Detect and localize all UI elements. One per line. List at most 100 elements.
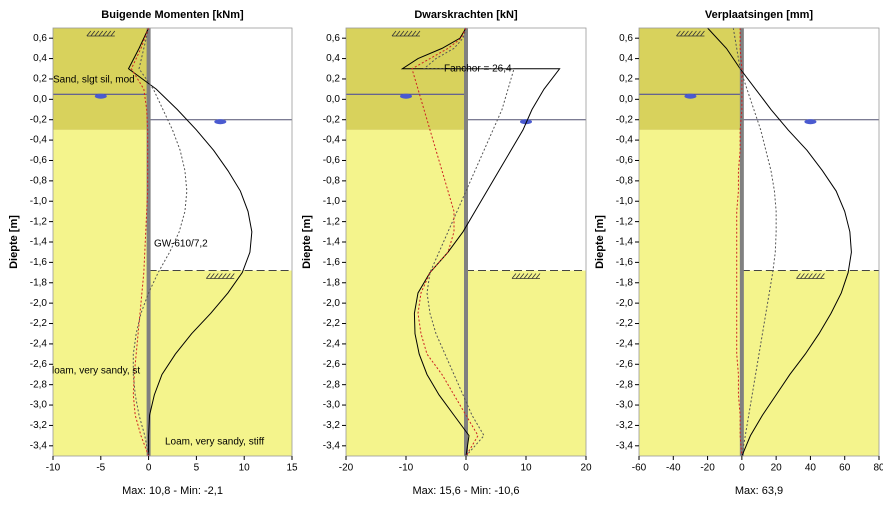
water-symbol	[804, 119, 817, 125]
annotation: Sand, slgt sil, mod	[53, 75, 135, 86]
y-tick-label: -2,6	[616, 359, 634, 370]
chart-title: Dwarskrachten [kN]	[414, 9, 518, 21]
y-axis-label: Diepte [m]	[301, 215, 313, 269]
y-tick-label: 0,2	[619, 74, 633, 85]
y-tick-label: 0,6	[33, 33, 47, 44]
x-tick-label: -20	[700, 463, 715, 474]
annotation: Loam, very sandy, stiff	[165, 437, 264, 448]
ground-symbol	[796, 273, 825, 279]
y-tick-label: -0,8	[616, 175, 634, 186]
y-tick-label: 0,0	[619, 94, 633, 105]
soil-layer	[466, 270, 586, 456]
y-tick-label: -1,2	[323, 216, 341, 227]
y-tick-label: -0,4	[30, 135, 48, 146]
y-tick-label: -2,0	[30, 298, 48, 309]
water-symbol	[94, 93, 107, 99]
series-line	[707, 27, 852, 457]
y-tick-label: -0,4	[323, 135, 341, 146]
y-tick-label: -0,6	[323, 155, 341, 166]
y-tick-label: -2,8	[323, 379, 341, 390]
series-line	[130, 27, 150, 457]
annotation: Fanchor = 26,4	[444, 64, 512, 75]
y-tick-label: -3,2	[616, 420, 634, 431]
y-tick-label: -3,0	[616, 400, 634, 411]
series-line	[127, 27, 253, 456]
y-tick-label: -0,4	[616, 135, 634, 146]
footer: Max: 10,8 - Min: -2,1	[122, 485, 223, 497]
x-tick-label: -40	[666, 463, 681, 474]
y-tick-label: 0,4	[33, 53, 47, 64]
y-tick-label: -1,0	[30, 196, 48, 207]
y-tick-label: -0,2	[616, 114, 634, 125]
soil-layer	[346, 28, 466, 130]
y-tick-label: -1,0	[616, 196, 634, 207]
y-tick-label: -3,4	[616, 440, 634, 451]
y-tick-label: 0,6	[619, 33, 633, 44]
y-tick-label: -0,6	[30, 155, 48, 166]
ground-symbol	[511, 273, 541, 279]
y-tick-label: -2,6	[323, 359, 341, 370]
soil-layer	[148, 270, 292, 456]
y-tick-label: -0,2	[323, 114, 341, 125]
footer: Max: 15,6 - Min: -10,6	[413, 485, 520, 497]
y-tick-label: -1,6	[323, 257, 341, 268]
y-tick-label: -3,4	[30, 440, 48, 451]
annotation: loam, very sandy, st	[52, 366, 140, 377]
y-tick-label: 0,2	[33, 74, 47, 85]
y-tick-label: -1,6	[616, 257, 634, 268]
y-tick-label: 0,0	[33, 94, 47, 105]
y-tick-label: -2,0	[616, 298, 634, 309]
y-tick-label: -3,2	[30, 420, 48, 431]
ground-symbol	[676, 30, 705, 37]
soil-layer	[53, 129, 149, 456]
y-tick-label: 0,0	[326, 94, 340, 105]
x-tick-label: 80	[873, 463, 883, 474]
y-axis-label: Diepte [m]	[8, 215, 20, 269]
soil-layer	[741, 270, 879, 456]
x-tick-label: -20	[339, 463, 354, 474]
water-symbol	[520, 119, 532, 125]
panel: 0,6 0,4 0,2 0,0 -0,2 -0,4 -0,6 -0,8 -1,0 -1,2 -1,4…	[8, 9, 298, 497]
series-line	[736, 28, 743, 457]
y-tick-label: -2,0	[323, 298, 341, 309]
ground-symbol	[205, 273, 235, 279]
y-tick-label: -1,4	[323, 237, 341, 248]
y-tick-label: -0,8	[323, 175, 341, 186]
x-tick-label: -60	[632, 463, 647, 474]
x-tick-label: 5	[194, 463, 200, 474]
x-tick-label: 60	[839, 463, 851, 474]
panel: 0,6 0,4 0,2 0,0 -0,2 -0,4 -0,6 -0,8 -1,0 -1,2 -1,4…	[594, 9, 883, 497]
series-line	[732, 27, 777, 457]
y-tick-label: -1,8	[30, 277, 48, 288]
y-tick-label: -3,0	[30, 400, 48, 411]
y-tick-label: -1,8	[323, 277, 341, 288]
y-tick-label: -2,2	[30, 318, 48, 329]
y-tick-label: -2,8	[616, 379, 634, 390]
x-tick-label: 15	[286, 463, 298, 474]
x-tick-label: 10	[239, 463, 251, 474]
y-tick-label: -3,0	[323, 400, 341, 411]
y-tick-label: -2,8	[30, 379, 48, 390]
y-tick-label: 0,4	[619, 53, 633, 64]
y-tick-label: -2,2	[616, 318, 634, 329]
y-tick-label: -2,4	[323, 339, 341, 350]
x-tick-label: 0	[739, 463, 745, 474]
x-tick-label: 0	[463, 463, 469, 474]
x-tick-label: 0	[146, 463, 152, 474]
chart-title: Buigende Momenten [kNm]	[101, 9, 244, 21]
y-axis-label: Diepte [m]	[594, 215, 606, 269]
x-tick-label: -5	[96, 463, 105, 474]
water-symbol	[400, 93, 412, 99]
y-tick-label: -1,8	[616, 277, 634, 288]
soil-layer	[639, 129, 742, 456]
y-tick-label: -3,4	[323, 440, 341, 451]
water-symbol	[214, 119, 227, 125]
x-tick-label: 20	[580, 463, 592, 474]
y-tick-label: -3,2	[323, 420, 341, 431]
y-tick-label: -0,8	[30, 175, 48, 186]
y-tick-label: -0,2	[30, 114, 48, 125]
x-tick-label: -10	[46, 463, 61, 474]
y-tick-label: -2,4	[616, 339, 634, 350]
series-line	[400, 27, 561, 457]
y-tick-label: -1,2	[30, 216, 48, 227]
